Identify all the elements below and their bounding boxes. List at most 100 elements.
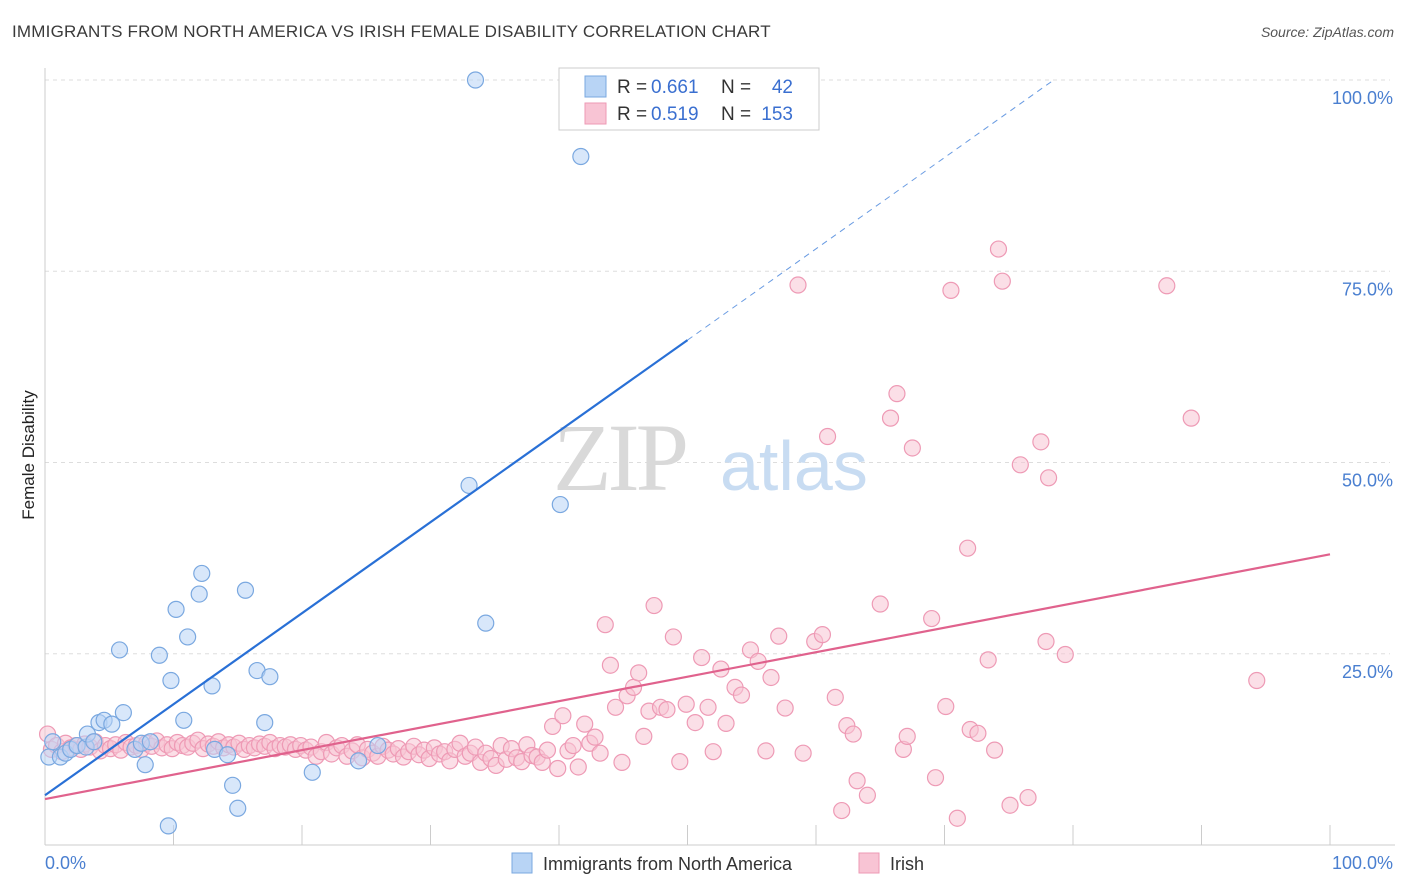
legend-r-value-1: 0.661: [651, 77, 699, 98]
irish-point: [1037, 632, 1055, 651]
irish-point: [704, 743, 722, 761]
irish-point: [613, 753, 631, 771]
irish-point: [926, 769, 945, 787]
immigrants-points: [40, 71, 590, 835]
irish-point: [606, 698, 625, 716]
irish-point: [937, 697, 955, 716]
immigrants-point: [261, 668, 279, 686]
immigrants-point: [136, 756, 154, 774]
x-tick-label: 0.0%: [45, 853, 86, 873]
immigrants-point: [175, 711, 193, 729]
irish-point: [658, 700, 676, 719]
irish-point: [1056, 645, 1074, 664]
immigrants-point: [572, 147, 590, 166]
immigrants-point: [190, 585, 208, 603]
legend-r-label-2: R =: [617, 104, 647, 125]
irish-point: [1182, 409, 1200, 427]
irish-point: [576, 715, 594, 733]
irish-point: [732, 686, 751, 704]
immigrants-point: [159, 817, 177, 835]
irish-point: [1032, 433, 1050, 451]
x-tick-label: 100.0%: [1332, 853, 1393, 873]
irish-point: [923, 609, 941, 628]
immigrants-trend-extension: [687, 79, 1055, 341]
immigrants-point: [466, 71, 485, 89]
immigrants-point: [236, 581, 255, 599]
irish-point: [993, 272, 1011, 290]
immigrants-point: [256, 713, 274, 732]
irish-point: [591, 744, 609, 762]
legend-r-value-2: 0.519: [651, 104, 699, 125]
irish-point: [813, 626, 832, 644]
irish-point: [986, 741, 1004, 759]
source-label: Source: ZipAtlas.com: [1260, 24, 1394, 40]
irish-point: [871, 595, 889, 613]
irish-point: [596, 616, 614, 634]
irish-point: [1001, 796, 1019, 814]
irish-point: [979, 651, 997, 669]
irish-point: [826, 688, 844, 706]
immigrants-point: [349, 752, 368, 770]
correlation-legend: R = 0.661 N = 42 R = 0.519 N = 153: [558, 67, 820, 131]
immigrants-point: [150, 646, 168, 664]
immigrants-point: [103, 715, 121, 733]
irish-point: [969, 724, 987, 742]
y-tick-label: 100.0%: [1332, 88, 1393, 108]
immigrants-point: [114, 704, 132, 722]
irish-point: [630, 664, 648, 682]
bottom-legend-swatch-pink: [858, 852, 880, 874]
immigrants-trend-line: [44, 339, 689, 797]
immigrants-point: [229, 799, 247, 817]
irish-point: [888, 385, 906, 403]
irish-point: [586, 728, 604, 746]
immigrants-point: [141, 733, 159, 751]
irish-trend-line: [44, 553, 1331, 801]
irish-point: [554, 707, 572, 725]
irish-point: [757, 742, 775, 760]
irish-point: [794, 744, 812, 762]
y-tick-labels: 25.0% 50.0% 75.0% 100.0%: [1332, 88, 1393, 682]
irish-point: [1158, 277, 1176, 295]
irish-point: [671, 753, 689, 771]
irish-point: [989, 240, 1008, 258]
watermark: ZIP atlas: [553, 404, 868, 511]
watermark-zip: ZIP: [553, 404, 686, 511]
irish-point: [858, 786, 877, 804]
x-tick-labels: 0.0% 100.0%: [45, 853, 1393, 873]
irish-point: [564, 736, 582, 755]
irish-point: [903, 439, 921, 457]
irish-point: [844, 725, 862, 743]
irish-point: [942, 281, 960, 299]
irish-point: [776, 699, 794, 717]
irish-point: [717, 714, 735, 732]
immigrants-point: [85, 733, 103, 751]
irish-point: [686, 713, 704, 732]
irish-point: [1019, 788, 1037, 807]
irish-point: [818, 427, 837, 446]
trend-lines: [44, 79, 1331, 801]
immigrants-point: [179, 628, 197, 646]
irish-point: [770, 627, 788, 645]
immigrants-point: [460, 476, 478, 495]
irish-point: [664, 628, 682, 646]
y-tick-label: 50.0%: [1342, 471, 1393, 491]
irish-point: [959, 539, 977, 557]
immigrants-point: [477, 614, 495, 632]
irish-point: [699, 698, 717, 716]
irish-point: [1248, 671, 1266, 690]
y-tick-label: 75.0%: [1342, 279, 1393, 299]
bottom-legend-swatch-blue: [511, 852, 533, 874]
irish-point: [762, 668, 780, 687]
immigrants-point: [224, 776, 242, 794]
irish-point: [789, 276, 807, 294]
irish-point: [898, 727, 916, 745]
irish-point: [549, 759, 567, 778]
irish-point: [677, 695, 695, 713]
legend-n-label-2: N =: [721, 104, 751, 125]
irish-point: [848, 772, 866, 790]
immigrants-point: [218, 746, 237, 764]
legend-n-value-1: 42: [772, 77, 793, 98]
irish-point: [601, 656, 620, 674]
legend-swatch-blue: [584, 75, 607, 98]
